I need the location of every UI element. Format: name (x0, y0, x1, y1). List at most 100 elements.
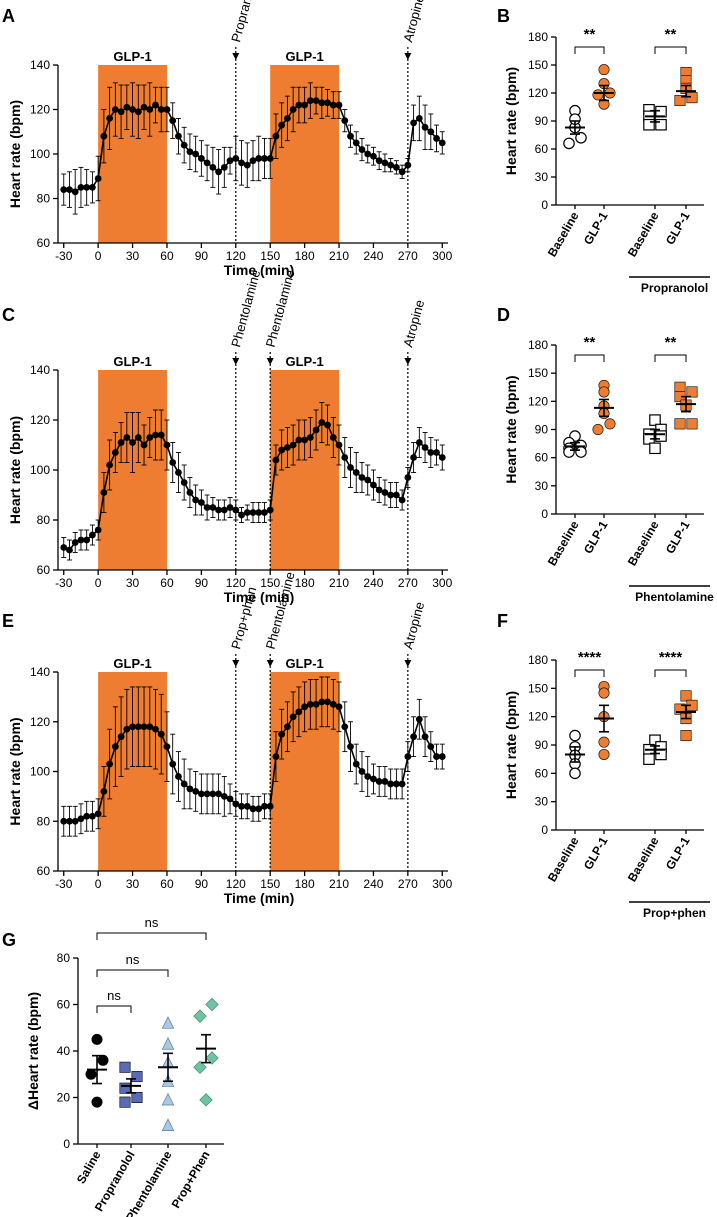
data-point (433, 135, 440, 142)
data-point (161, 1037, 175, 1050)
x-tick-label: 150 (260, 249, 280, 263)
glp1-label: GLP-1 (113, 656, 151, 671)
data-point (289, 713, 297, 721)
data-point (123, 725, 131, 733)
data-point (175, 469, 182, 476)
data-point (197, 155, 205, 162)
glp1-label: GLP-1 (285, 656, 323, 671)
data-point (674, 418, 686, 430)
data-point (91, 1033, 103, 1045)
data-point (364, 476, 372, 484)
drug-arrow-icon (232, 660, 240, 667)
x-tick-label: 300 (432, 877, 452, 891)
data-point (427, 128, 435, 136)
y-tick-label: 80 (37, 192, 51, 206)
data-point (180, 141, 188, 149)
x-axis-title: Time (min) (224, 589, 295, 605)
data-point (312, 426, 320, 434)
data-point (266, 506, 274, 514)
drug-arrow-icon (232, 358, 240, 365)
y-tick-label: 140 (30, 363, 50, 377)
x-axis-title: Time (min) (224, 890, 295, 906)
data-point (364, 150, 372, 158)
y-tick-label: 0 (63, 1137, 70, 1151)
significance-label: **** (659, 649, 683, 666)
data-point (163, 106, 171, 113)
data-point (272, 132, 280, 140)
data-point (66, 186, 73, 194)
data-point (261, 155, 268, 162)
data-point (197, 790, 205, 798)
y-tick-label: 140 (30, 665, 50, 679)
data-point (392, 491, 400, 499)
y-tick-label: 120 (528, 86, 548, 100)
x-tick-label: 90 (195, 576, 209, 590)
data-point (295, 708, 303, 716)
panel-F: F 0 30 60 90 120 150 180 Heart rate (bpm) Baselin… (497, 611, 710, 920)
glp1-label: GLP-1 (285, 354, 323, 369)
data-point (404, 753, 412, 760)
data-point (598, 748, 610, 760)
data-point (341, 117, 349, 125)
data-point (438, 753, 446, 760)
drug-marker-label: Phentolamine (263, 268, 298, 349)
data-point (140, 723, 148, 731)
data-point (203, 159, 211, 167)
data-point (111, 743, 119, 751)
significance-bracket (96, 932, 207, 940)
data-point (243, 802, 251, 810)
data-point (169, 117, 177, 125)
data-point (433, 449, 440, 456)
x-tick-label: 120 (226, 249, 246, 263)
y-tick-label: 60 (535, 142, 549, 156)
data-point (220, 506, 228, 514)
data-point (381, 778, 389, 785)
data-point (370, 481, 377, 489)
significance-bracket (654, 46, 687, 54)
x-tick-label: 120 (226, 877, 246, 891)
data-point (226, 157, 234, 165)
category-label: Saline (74, 1148, 104, 1186)
data-point (249, 805, 257, 813)
y-tick-label: 0 (541, 507, 548, 521)
x-tick-label: -30 (55, 249, 73, 263)
data-point (243, 509, 251, 516)
significance-bracket (574, 46, 605, 54)
y-tick-label: 80 (37, 513, 51, 527)
data-point (598, 386, 610, 398)
drug-marker-label: Atropine (400, 298, 427, 349)
group-label: Prop+phen (643, 906, 706, 920)
data-point (655, 430, 667, 442)
significance-bracket (574, 354, 605, 362)
y-tick-label: 40 (57, 1044, 71, 1058)
y-tick-label: 0 (541, 198, 548, 212)
data-point (284, 115, 291, 122)
data-point (575, 132, 587, 144)
data-point (146, 106, 154, 113)
y-tick-label: 120 (30, 103, 50, 117)
panel-label: E (2, 611, 14, 631)
data-point (370, 775, 377, 783)
panel-label: G (2, 930, 16, 950)
data-point (186, 489, 194, 496)
data-point (643, 118, 655, 131)
data-point (238, 159, 245, 167)
category-label: Baseline (625, 209, 662, 259)
data-point (381, 159, 389, 167)
data-point (89, 531, 96, 539)
data-point (205, 1051, 219, 1065)
data-point (421, 733, 429, 741)
data-point (117, 733, 125, 741)
panel-label: C (2, 305, 15, 325)
data-point (161, 1118, 175, 1131)
significance-bracket (654, 354, 687, 362)
x-tick-label: 60 (160, 877, 174, 891)
data-point (89, 183, 96, 191)
data-point (94, 810, 102, 818)
data-point (129, 723, 136, 731)
drug-arrow-icon (266, 358, 274, 365)
data-point (392, 163, 400, 171)
drug-arrow-icon (232, 53, 240, 60)
data-point (387, 491, 395, 499)
